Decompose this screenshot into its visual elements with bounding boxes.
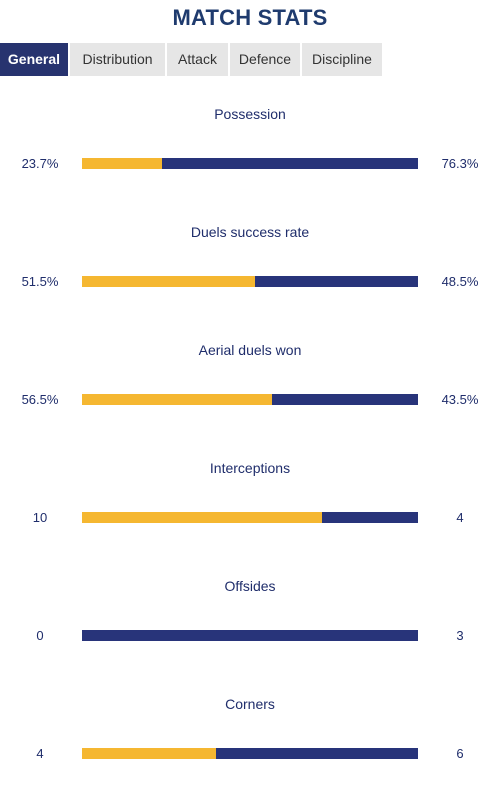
stat-label: Duels success rate bbox=[190, 224, 310, 240]
comparison-bar bbox=[82, 748, 418, 759]
stat-aerial-duels-won: Aerial duels won 56.5% 43.5% bbox=[0, 341, 500, 431]
tab-discipline[interactable]: Discipline bbox=[302, 43, 382, 76]
stat-offsides: Offsides 0 3 bbox=[0, 577, 500, 667]
home-value: 10 bbox=[32, 510, 48, 525]
stat-interceptions: Interceptions 10 4 bbox=[0, 459, 500, 549]
comparison-bar bbox=[82, 394, 418, 405]
tab-defence[interactable]: Defence bbox=[230, 43, 300, 76]
tab-general[interactable]: General bbox=[0, 43, 68, 76]
home-bar-fill bbox=[82, 276, 256, 287]
stat-label: Aerial duels won bbox=[198, 342, 302, 358]
home-value: 23.7% bbox=[21, 156, 59, 171]
away-value: 43.5% bbox=[441, 392, 479, 407]
home-value: 51.5% bbox=[21, 274, 59, 289]
home-value: 4 bbox=[36, 746, 44, 761]
home-value: 56.5% bbox=[21, 392, 59, 407]
stat-label: Offsides bbox=[224, 578, 276, 594]
away-value: 48.5% bbox=[441, 274, 479, 289]
comparison-bar bbox=[82, 158, 418, 169]
tab-distribution[interactable]: Distribution bbox=[70, 43, 165, 76]
page-title: MATCH STATS bbox=[172, 5, 328, 30]
home-value: 0 bbox=[36, 628, 44, 643]
stat-duels-success-rate: Duels success rate 51.5% 48.5% bbox=[0, 223, 500, 313]
home-bar-fill bbox=[82, 748, 217, 759]
stat-corners: Corners 4 6 bbox=[0, 695, 500, 785]
comparison-bar bbox=[82, 630, 418, 641]
away-value: 6 bbox=[456, 746, 464, 761]
home-bar-fill bbox=[82, 158, 162, 169]
comparison-bar bbox=[82, 276, 418, 287]
home-bar-fill bbox=[82, 512, 322, 523]
stat-label: Possession bbox=[214, 106, 286, 122]
away-value: 4 bbox=[456, 510, 464, 525]
stat-possession: Possession 23.7% 76.3% bbox=[0, 105, 500, 195]
away-value: 76.3% bbox=[441, 156, 479, 171]
away-value: 3 bbox=[456, 628, 464, 643]
stat-label: Interceptions bbox=[209, 460, 291, 476]
comparison-bar bbox=[82, 512, 418, 523]
tab-attack[interactable]: Attack bbox=[167, 43, 228, 76]
stats-tab-bar: General Distribution Attack Defence Disc… bbox=[0, 43, 384, 76]
stat-label: Corners bbox=[225, 696, 275, 712]
home-bar-fill bbox=[82, 394, 272, 405]
